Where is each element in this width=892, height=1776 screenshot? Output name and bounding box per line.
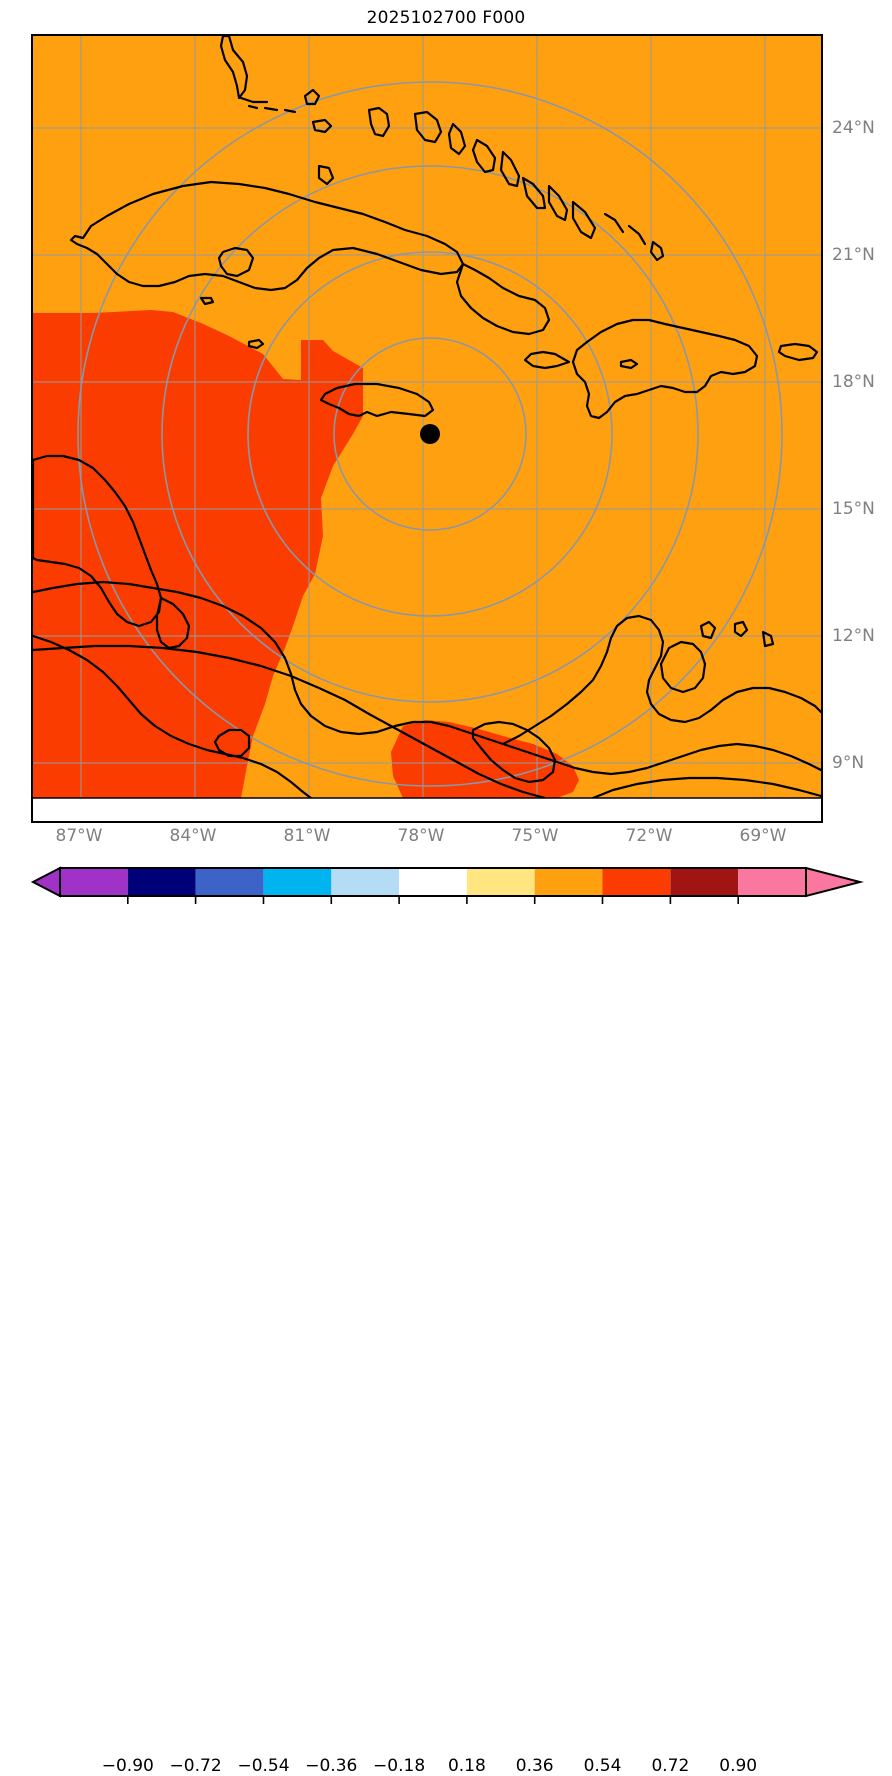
coast-bahamas-g xyxy=(547,184,569,222)
coast-sa-lower xyxy=(591,776,821,800)
coast-cayman xyxy=(247,338,265,350)
colorbar-band-pale-yellow xyxy=(466,868,535,896)
map-clip xyxy=(33,36,821,821)
colorbar-outline xyxy=(59,867,807,897)
coast-lake-maracaibo xyxy=(659,640,707,694)
coast-jamaica xyxy=(319,382,435,418)
page-title: 2025102700 F000 xyxy=(366,8,526,28)
lon-tick-label: 72°W xyxy=(625,826,673,846)
colorbar-band-orange xyxy=(534,868,603,896)
lat-tick-label: 12°N xyxy=(832,626,875,646)
colorbar-tick-label: 0.54 xyxy=(583,1756,622,1776)
colorbar-tick-label: −0.18 xyxy=(373,1756,426,1776)
coast-haiti-sw xyxy=(523,350,571,370)
colorbar-tick-label: −0.36 xyxy=(305,1756,358,1776)
lat-tick-label: 9°N xyxy=(832,753,865,773)
coast-bahamas-e xyxy=(499,150,521,188)
colorbar-band-orange-red xyxy=(602,868,671,896)
coast-isla-juventud xyxy=(217,246,255,278)
colorbar-canvas xyxy=(30,866,864,904)
lat-tick-label: 21°N xyxy=(832,245,875,265)
map-plot-area[interactable] xyxy=(31,34,823,823)
coast-florida-keys xyxy=(239,96,269,104)
coast-bahamas-h xyxy=(571,200,597,240)
colorbar-band-purple xyxy=(60,868,128,896)
coast-bahamas-d xyxy=(471,138,497,174)
colorbar-ticks xyxy=(127,896,740,904)
colorbar-band-white xyxy=(399,868,467,896)
shading-band-red-panama xyxy=(391,720,579,798)
lat-tick-label: 15°N xyxy=(832,499,875,519)
lon-tick-label: 75°W xyxy=(511,826,559,846)
coast-bahamas-j xyxy=(627,224,647,246)
figure-root: 2025102700 F000 xyxy=(0,8,892,1776)
coast-aruba xyxy=(699,620,717,640)
colorbar-band-dark-red xyxy=(670,868,739,896)
coast-hispaniola xyxy=(571,318,759,420)
coast-keys-b xyxy=(263,106,279,112)
colorbar-tick-label: −0.72 xyxy=(169,1756,222,1776)
coast-keys-c xyxy=(283,108,297,114)
coast-turks xyxy=(649,240,665,262)
coast-panama xyxy=(471,720,557,784)
coast-bahamas-a xyxy=(367,106,391,138)
storm-center-dot[interactable] xyxy=(420,424,440,444)
coast-central-america-pacific xyxy=(33,634,313,800)
coast-colombia-venezuela xyxy=(501,614,821,746)
lat-tick-label: 24°N xyxy=(832,118,875,138)
coast-bahamas-k xyxy=(311,118,333,134)
range-rings xyxy=(77,81,783,787)
coast-nicaragua-lake xyxy=(213,728,251,758)
coast-honduras-gulf xyxy=(155,596,191,650)
coast-sa-south xyxy=(33,644,547,800)
colorbar[interactable]: −0.90 −0.72 −0.54 −0.36 −0.18 0.18 0.36 … xyxy=(0,862,892,1776)
coast-cuba-east xyxy=(455,262,551,336)
coast-bahamas-l xyxy=(303,88,321,106)
coast-bahamas-m xyxy=(317,164,335,186)
no-data-strip xyxy=(33,798,821,821)
coast-bahamas-c xyxy=(447,122,467,156)
colorbar-band-light-blue xyxy=(331,868,400,896)
coast-curacao xyxy=(733,620,749,638)
colorbar-band-navy xyxy=(127,868,196,896)
lat-tick-label: 18°N xyxy=(832,372,875,392)
shading-band-red-west xyxy=(33,310,363,798)
coast-cayman-2 xyxy=(199,296,215,306)
range-ring-2 xyxy=(247,251,613,617)
colorbar-band-cyan xyxy=(263,868,332,896)
colorbar-bands xyxy=(60,868,806,896)
colorbar-tick-label: 0.18 xyxy=(447,1756,486,1776)
coast-bahamas-b xyxy=(413,110,443,144)
colorbar-tick-label: 0.90 xyxy=(719,1756,758,1776)
colorbar-extend-low xyxy=(30,866,61,898)
lon-tick-label: 87°W xyxy=(55,826,103,846)
coast-central-america xyxy=(33,580,821,776)
lon-tick-label: 69°W xyxy=(739,826,787,846)
colorbar-tick-label: −0.90 xyxy=(101,1756,154,1776)
coast-hisp-inner xyxy=(619,358,639,370)
coast-puerto-rico xyxy=(777,342,819,362)
lon-tick-label: 81°W xyxy=(283,826,331,846)
lon-tick-label: 78°W xyxy=(397,826,445,846)
lon-tick-label: 84°W xyxy=(169,826,217,846)
coast-bahamas-i xyxy=(603,212,625,234)
colorbar-extend-high xyxy=(805,866,864,898)
coast-bahamas-f xyxy=(521,176,547,210)
range-ring-1 xyxy=(333,337,527,531)
coast-cuba xyxy=(69,180,465,292)
colorbar-band-pink xyxy=(738,868,806,896)
colorbar-tick-label: 0.36 xyxy=(515,1756,554,1776)
coastlines xyxy=(33,36,821,800)
coast-keys-a xyxy=(247,104,259,110)
coast-bonaire xyxy=(761,630,775,648)
coast-florida xyxy=(219,36,249,100)
range-ring-3 xyxy=(161,165,699,703)
colorbar-tick-label: 0.72 xyxy=(651,1756,690,1776)
range-ring-4 xyxy=(77,81,783,787)
map-canvas xyxy=(33,36,821,821)
colorbar-tick-label: −0.54 xyxy=(237,1756,290,1776)
colorbar-band-royal-blue xyxy=(195,868,264,896)
gridlines xyxy=(33,36,821,798)
